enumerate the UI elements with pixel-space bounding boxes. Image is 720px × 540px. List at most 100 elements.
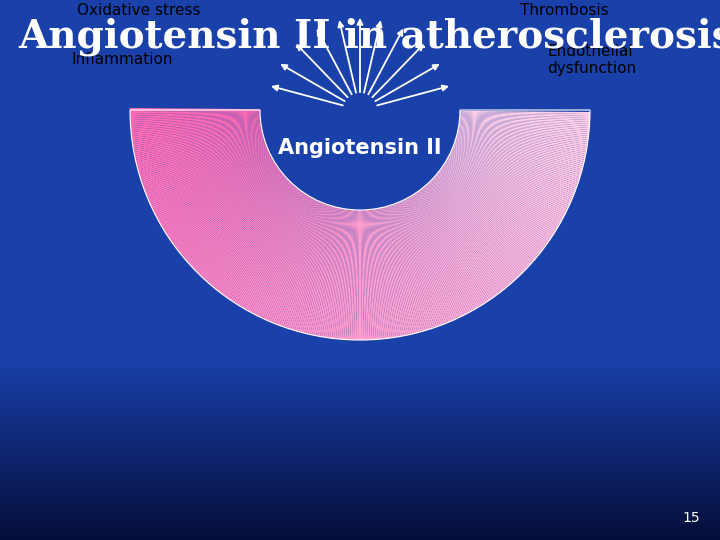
- Bar: [0, 205, 720, 206]
- Bar: [0, 148, 720, 149]
- Wedge shape: [167, 165, 276, 237]
- Bar: [0, 119, 720, 120]
- Bar: [0, 298, 720, 299]
- Wedge shape: [138, 137, 264, 173]
- Bar: [0, 391, 720, 392]
- Bar: [0, 293, 720, 294]
- Bar: [0, 438, 720, 439]
- Bar: [0, 130, 720, 131]
- Wedge shape: [369, 210, 384, 339]
- Bar: [0, 348, 720, 349]
- Wedge shape: [218, 189, 299, 293]
- Bar: [0, 306, 720, 307]
- Bar: [0, 191, 720, 192]
- Wedge shape: [150, 151, 269, 205]
- Bar: [0, 248, 720, 249]
- Wedge shape: [444, 164, 554, 235]
- Bar: [0, 226, 720, 227]
- Bar: [0, 278, 720, 279]
- Bar: [0, 48, 720, 49]
- Bar: [0, 114, 720, 115]
- Wedge shape: [238, 195, 307, 306]
- Bar: [0, 251, 720, 252]
- Wedge shape: [422, 188, 503, 291]
- Bar: [0, 206, 720, 207]
- Bar: [0, 54, 720, 55]
- Bar: [0, 308, 720, 309]
- Wedge shape: [392, 204, 437, 327]
- Bar: [0, 170, 720, 171]
- Bar: [0, 495, 720, 496]
- Bar: [0, 537, 720, 538]
- Wedge shape: [130, 112, 260, 116]
- Bar: [0, 275, 720, 276]
- Bar: [0, 402, 720, 403]
- Wedge shape: [235, 194, 306, 304]
- Bar: [0, 3, 720, 4]
- Bar: [0, 352, 720, 353]
- Bar: [0, 240, 720, 241]
- Wedge shape: [444, 163, 555, 234]
- Bar: [0, 270, 720, 271]
- Wedge shape: [397, 202, 448, 323]
- Wedge shape: [130, 117, 261, 128]
- Bar: [0, 144, 720, 145]
- Bar: [0, 161, 720, 162]
- Bar: [0, 378, 720, 379]
- Wedge shape: [360, 210, 362, 340]
- Bar: [0, 513, 720, 514]
- Wedge shape: [270, 202, 322, 322]
- Text: 15: 15: [683, 511, 700, 525]
- Bar: [0, 416, 720, 417]
- Wedge shape: [457, 133, 584, 166]
- Bar: [0, 37, 720, 38]
- Wedge shape: [456, 135, 582, 170]
- Bar: [0, 273, 720, 274]
- Bar: [0, 406, 720, 407]
- Bar: [0, 209, 720, 210]
- Bar: [0, 220, 720, 221]
- Wedge shape: [433, 178, 528, 268]
- Bar: [0, 108, 720, 109]
- Bar: [0, 511, 720, 512]
- Bar: [0, 17, 720, 18]
- Bar: [0, 0, 720, 1]
- Bar: [0, 165, 720, 166]
- Wedge shape: [188, 176, 286, 264]
- Bar: [0, 393, 720, 394]
- Bar: [0, 528, 720, 529]
- Wedge shape: [215, 188, 298, 290]
- Bar: [0, 105, 720, 106]
- Bar: [0, 184, 720, 185]
- Bar: [0, 164, 720, 165]
- Wedge shape: [146, 147, 267, 196]
- Bar: [0, 339, 720, 340]
- Wedge shape: [432, 179, 527, 270]
- Bar: [0, 449, 720, 450]
- Bar: [0, 44, 720, 45]
- Bar: [0, 361, 720, 362]
- Wedge shape: [456, 138, 581, 176]
- Bar: [0, 77, 720, 78]
- Wedge shape: [392, 205, 435, 328]
- Bar: [0, 95, 720, 96]
- Wedge shape: [431, 180, 524, 273]
- Bar: [0, 401, 720, 402]
- Bar: [0, 385, 720, 386]
- Bar: [0, 414, 720, 415]
- Wedge shape: [426, 185, 513, 284]
- Bar: [0, 441, 720, 442]
- Wedge shape: [459, 126, 587, 150]
- Wedge shape: [136, 132, 263, 164]
- Bar: [0, 223, 720, 224]
- Wedge shape: [371, 210, 386, 339]
- Bar: [0, 131, 720, 132]
- Wedge shape: [405, 199, 467, 315]
- Wedge shape: [456, 134, 583, 167]
- Wedge shape: [169, 166, 278, 240]
- Bar: [0, 434, 720, 435]
- Bar: [0, 301, 720, 302]
- Wedge shape: [436, 175, 535, 261]
- Bar: [0, 163, 720, 164]
- Wedge shape: [403, 200, 461, 318]
